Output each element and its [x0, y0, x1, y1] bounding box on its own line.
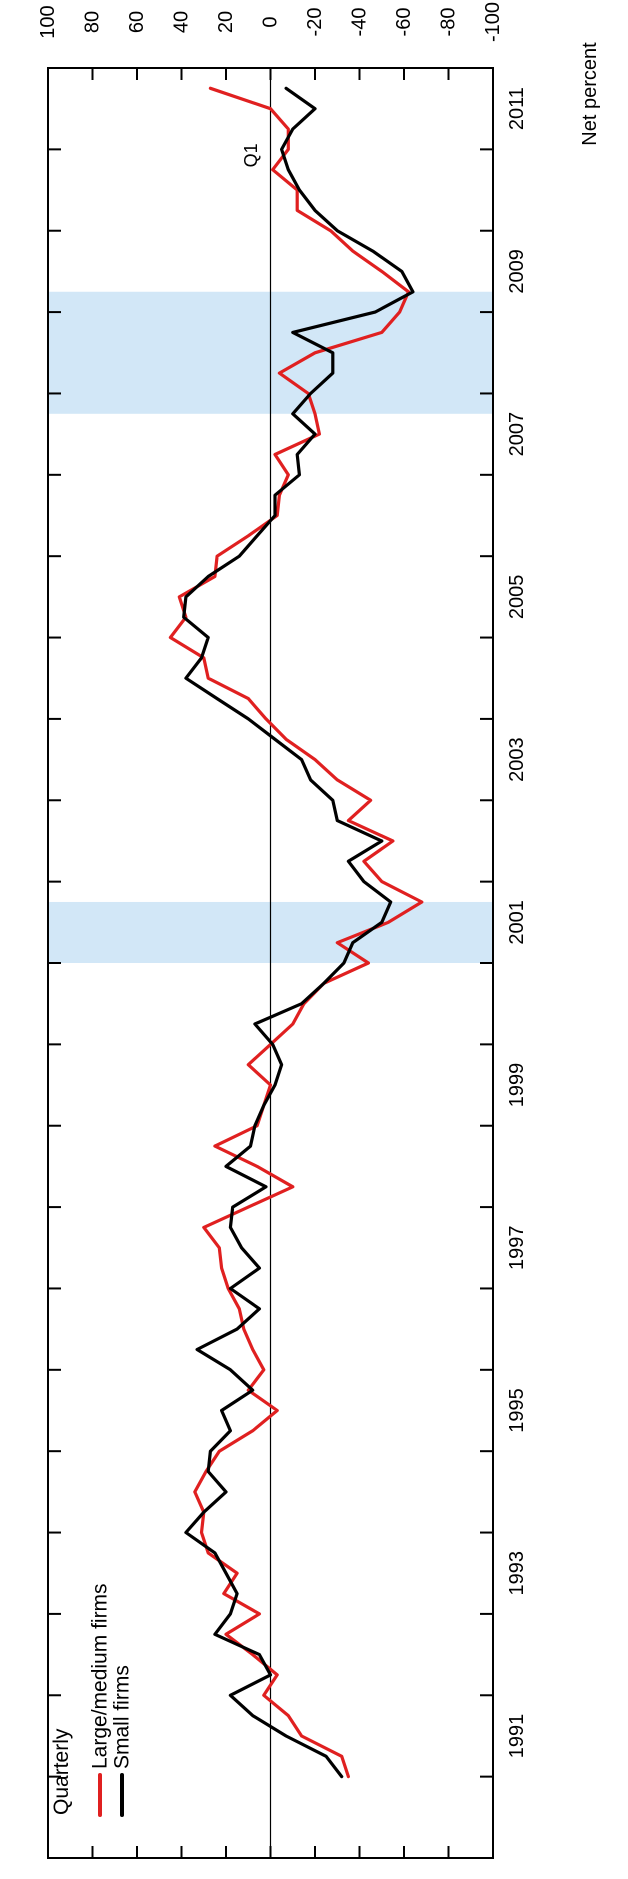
x-axis-ticks	[48, 67, 493, 1859]
plot-area	[47, 67, 494, 1859]
y-tick-label-2: 60	[126, 11, 148, 33]
x-tick-label-1997: 1997	[506, 1226, 528, 1271]
x-tick-label-2003: 2003	[506, 737, 528, 782]
y-axis-ticks	[47, 68, 494, 1858]
y-tick-label-0: 100	[37, 5, 59, 38]
y-tick-label-6: -20	[304, 8, 326, 37]
y-axis-title: Net percent	[579, 42, 601, 146]
x-tick-label-1999: 1999	[506, 1063, 528, 1108]
x-axis-tick-labels: 1991 1993 1995 1997 1999 2001 2003 2005 2007 2009…	[506, 87, 528, 1758]
y-tick-label-10: -100	[482, 2, 504, 42]
annotation-q1: Q1	[241, 143, 261, 167]
y-tick-label-3: 40	[171, 11, 193, 33]
y-tick-label-5: 0	[260, 16, 282, 27]
series-line-large-medium-firms	[168, 86, 424, 1779]
series-layer	[168, 86, 424, 1779]
y-axis-tick-labels: 100 80 60 40 20 0 -20 -40 -60 -80 -100	[37, 2, 504, 42]
x-tick-label-1993: 1993	[506, 1551, 528, 1596]
x-tick-label-1991: 1991	[506, 1714, 528, 1759]
x-tick-label-1995: 1995	[506, 1388, 528, 1433]
y-tick-label-7: -40	[349, 8, 371, 37]
y-tick-label-9: -80	[438, 8, 460, 37]
y-tick-label-8: -60	[393, 8, 415, 37]
series-line-small-firms	[182, 86, 415, 1779]
x-tick-label-2007: 2007	[506, 412, 528, 457]
annotation-q1-label: Q1	[241, 143, 261, 167]
y-tick-label-4: 20	[215, 11, 237, 33]
x-tick-label-2001: 2001	[506, 900, 528, 945]
x-tick-label-2005: 2005	[506, 575, 528, 620]
legend-title: Quarterly	[50, 1728, 73, 1815]
legend: Quarterly Large/medium firms Small firms	[50, 1583, 134, 1817]
x-tick-label-2011: 2011	[506, 87, 528, 130]
x-tick-label-2009: 2009	[506, 249, 528, 294]
legend-label-small: Small firms	[111, 1665, 134, 1769]
legend-label-large-medium: Large/medium firms	[89, 1583, 112, 1769]
y-tick-label-1: 80	[82, 11, 104, 33]
